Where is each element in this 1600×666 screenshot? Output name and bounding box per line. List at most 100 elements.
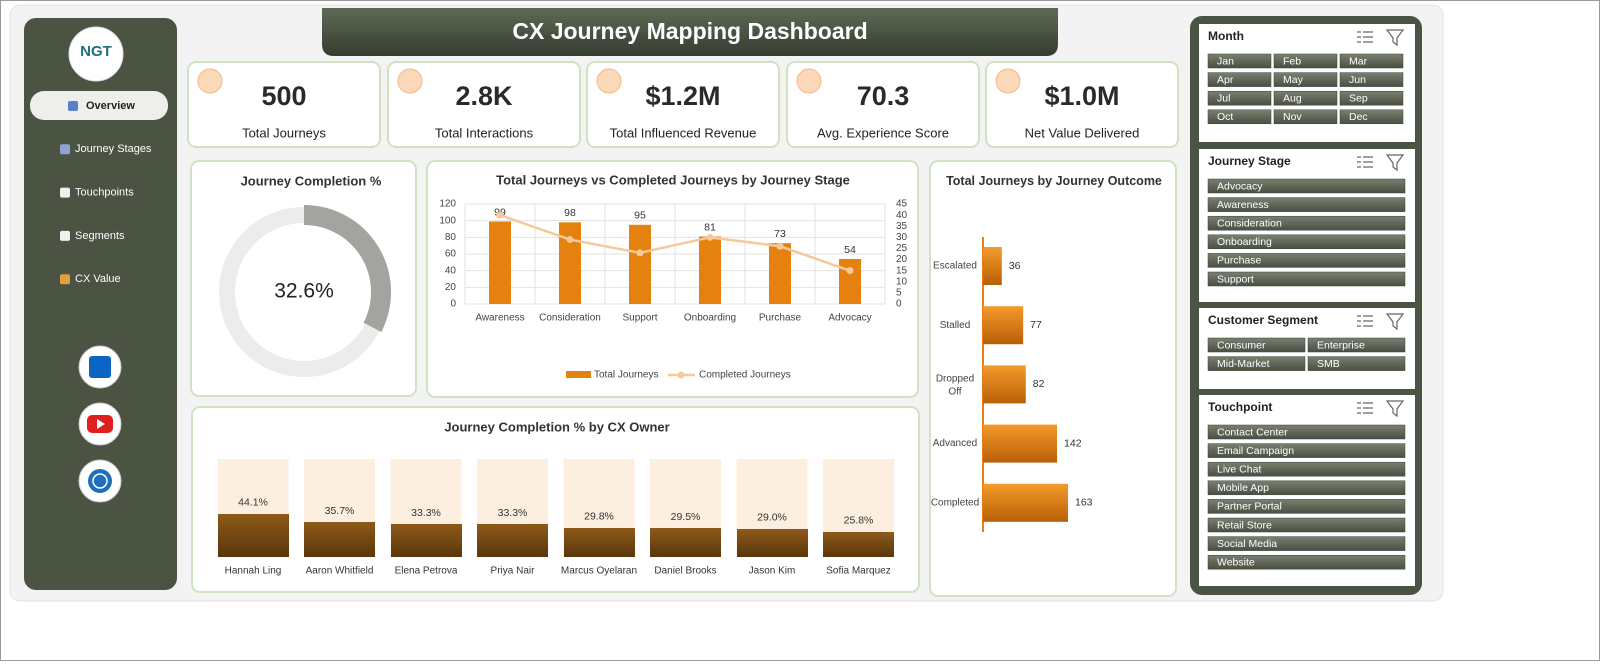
bar [983,424,1058,463]
legend-marker [677,371,685,379]
bar [217,513,289,557]
logo-text: NGT [80,43,112,60]
slicer-item[interactable] [1273,72,1338,87]
category-label: Stalled [940,320,971,331]
slicer-item[interactable] [1207,443,1406,458]
slicer-item[interactable] [1207,356,1306,371]
slicer-item[interactable] [1207,253,1406,268]
title-bar [322,8,1058,56]
y2-tick-label: 35 [896,221,908,232]
bar [736,528,808,557]
nav-active [30,91,168,120]
nav-item[interactable]: Segments [75,230,125,242]
legend-label: Completed Journeys [699,370,791,381]
bar [769,243,791,304]
slicer-item-label: Awareness [1217,199,1269,211]
slicer-item[interactable] [1207,271,1406,287]
web-icon-ring [92,473,108,489]
y2-tick-label: 30 [896,232,908,243]
slicer-item[interactable] [1207,197,1406,212]
kpi-label: Avg. Experience Score [817,125,949,140]
slicer-item[interactable] [1207,480,1406,496]
nav-item[interactable]: Overview [86,100,135,112]
y-tick-label: 40 [445,265,457,276]
legend-swatch [566,371,591,378]
slicer-item[interactable] [1207,215,1406,231]
bar [983,365,1026,404]
category-label: Hannah Ling [225,566,282,577]
slicer-item[interactable] [1207,53,1272,69]
panel [191,406,920,593]
nav-item[interactable]: Touchpoints [75,187,134,199]
slicer-item-label: Aug [1283,92,1302,104]
category-label: Dropped Off [936,373,974,397]
slicer-item[interactable] [1207,90,1272,106]
bar-frame [477,459,548,557]
category-label: Jason Kim [749,566,796,577]
data-label: 98 [564,207,576,219]
kpi-icon [397,68,423,94]
slicer-item[interactable] [1207,461,1406,477]
slicer-item-label: Live Chat [1217,463,1261,475]
y-tick-label: 120 [439,199,456,210]
clear-filter-icon[interactable] [1385,29,1405,47]
clear-filter-icon[interactable] [1385,154,1405,172]
slicer-item[interactable] [1273,109,1338,125]
slicer-item[interactable] [1307,337,1406,353]
slicer-item[interactable] [1273,53,1338,69]
slicer-item[interactable] [1207,536,1406,551]
doughnut-segment [219,207,380,377]
slicer-item[interactable] [1207,424,1406,440]
panel [426,160,919,398]
multi-select-icon[interactable] [1357,156,1373,168]
bar-holder [736,528,808,557]
x-tick-label: Awareness [475,313,524,324]
bar [304,522,375,557]
slicer-item[interactable] [1273,90,1338,106]
slicer-item[interactable] [1339,109,1404,125]
slicer-item[interactable] [1207,554,1406,570]
y2-tick-label: 45 [896,199,908,210]
slicer-item[interactable] [1339,53,1404,69]
slicer-item[interactable] [1339,72,1404,87]
clear-filter-icon[interactable] [1385,313,1405,331]
x-tick-label: Consideration [539,313,601,324]
slicer-item[interactable] [1339,90,1404,106]
slicer-item[interactable] [1207,499,1406,514]
chart-title: Journey Completion % by CX Owner [444,419,669,434]
multi-select-icon[interactable] [1357,315,1373,327]
slicer-item[interactable] [1207,234,1406,250]
bar-frame [217,459,289,557]
clear-filter-icon[interactable] [1385,400,1405,418]
slicer-title: Touchpoint [1208,400,1272,414]
dashboard-title: CX Journey Mapping Dashboard [512,18,867,44]
slicer-item-label: Enterprise [1317,339,1365,351]
slicer-title: Journey Stage [1208,154,1291,168]
slicer-item[interactable] [1207,178,1406,194]
nav-item[interactable]: CX Value [75,273,121,285]
kpi-icon [197,68,223,94]
line [499,213,851,272]
legend-label: Total Journeys [594,370,658,381]
slicer-title: Customer Segment [1208,313,1318,327]
category-label: Daniel Brooks [654,566,716,577]
multi-select-icon[interactable] [1357,31,1373,43]
slicer-item[interactable] [1307,356,1406,371]
data-label: 163 [1075,497,1093,509]
bar [699,236,721,304]
slicer-item[interactable] [1207,517,1406,533]
kpi-icon [596,68,622,94]
slicer-item-label: May [1283,74,1304,86]
line-marker [566,236,574,244]
slicer-item[interactable] [1207,337,1306,353]
data-label: 33.3% [411,507,441,519]
nav-item[interactable]: Journey Stages [75,143,152,155]
y-tick-label: 60 [445,249,457,260]
slicer-item[interactable] [1207,72,1272,87]
slicer-item[interactable] [1207,109,1272,125]
kpi-card [187,61,381,148]
title-line: Total Journeys by Journey Outcome [946,174,1162,188]
bar-frame [563,459,635,557]
multi-select-icon[interactable] [1357,402,1373,414]
y2-tick-label: 25 [896,243,908,254]
